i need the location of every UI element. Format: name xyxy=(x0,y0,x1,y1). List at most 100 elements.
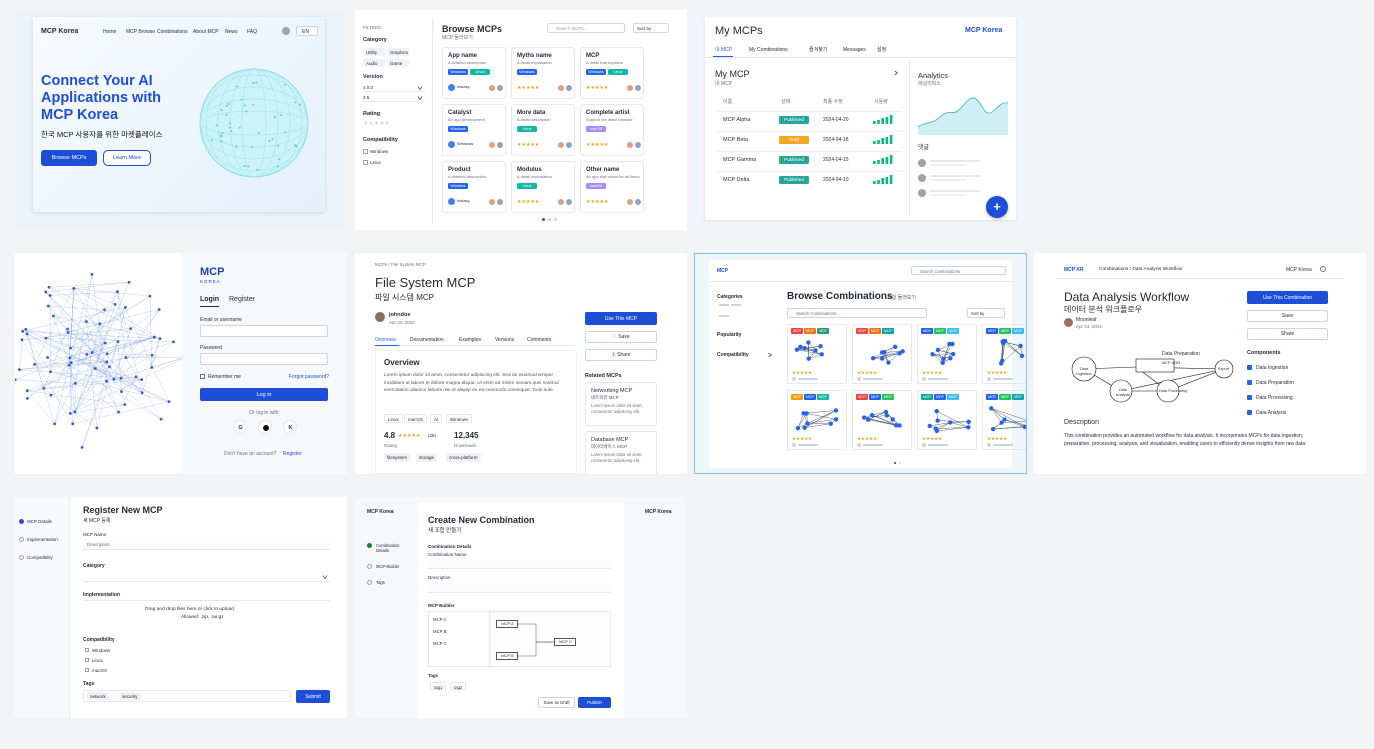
combination-card[interactable]: MCP MCP MCP ★★★★★ xyxy=(852,390,912,450)
social-login-button[interactable] xyxy=(258,420,272,434)
component-name[interactable]: Data Preparation xyxy=(1256,380,1294,386)
tab[interactable]: My Combinations xyxy=(749,47,788,53)
tab[interactable]: 즐겨찾기 xyxy=(809,47,828,53)
language-select[interactable]: EN xyxy=(296,26,318,36)
password-input[interactable] xyxy=(200,353,328,365)
share-button[interactable]: ⇪ Share xyxy=(585,349,657,361)
mcp-list-item[interactable]: MCP C xyxy=(433,641,447,646)
use-combination-button[interactable]: Use This Combination xyxy=(1247,291,1328,304)
nav-link[interactable]: News xyxy=(225,29,238,35)
version-select[interactable]: 3.5 xyxy=(363,94,425,102)
combination-card[interactable]: MCP MCP MCP ★★★★★ xyxy=(787,324,847,384)
tab[interactable]: Documentation xyxy=(410,337,444,343)
category-chip[interactable]: Graphics xyxy=(387,48,409,56)
step-label[interactable]: Implementation xyxy=(27,537,58,542)
social-login-button[interactable]: G xyxy=(233,420,247,434)
register-tab[interactable]: Register xyxy=(229,296,256,303)
combination-card[interactable]: MCP MCP MCP ★★★★★ xyxy=(982,324,1026,384)
combination-card[interactable]: MCP MCP MCP ★★★★★ xyxy=(917,324,977,384)
component-name[interactable]: Data Processing xyxy=(1256,395,1293,401)
save-draft-button[interactable]: Save as Draft xyxy=(538,697,575,708)
tab[interactable]: Comments xyxy=(527,337,552,343)
top-search[interactable]: Search Combinations xyxy=(911,266,1006,275)
nav-link[interactable]: Combinations xyxy=(157,29,188,35)
nav-link[interactable]: About MCP xyxy=(193,29,219,35)
sidebar-heading[interactable]: Compatibility xyxy=(717,352,749,358)
mcp-card[interactable]: Modulus A detail explanation Linux ★★★★★ xyxy=(511,161,575,213)
save-button[interactable]: Save xyxy=(1247,310,1328,322)
sidebar-heading[interactable]: Categories xyxy=(717,294,743,300)
publish-button[interactable]: Publish xyxy=(578,697,611,708)
checkbox[interactable] xyxy=(85,658,89,662)
name-input[interactable]: Description xyxy=(83,540,330,550)
learn-more-button[interactable]: Learn More xyxy=(103,150,151,166)
mcp-list-item[interactable]: MCP B xyxy=(433,629,447,634)
login-button[interactable]: Log in xyxy=(200,388,328,401)
category-chip[interactable]: Utility xyxy=(363,48,385,56)
sidebar-heading[interactable]: Popularity xyxy=(717,332,742,338)
search-input[interactable]: Search MCPs... xyxy=(547,23,625,33)
category-chip[interactable]: Game xyxy=(387,59,409,67)
mcp-card[interactable]: Product A detailed description Windows Inst… xyxy=(442,161,506,213)
tags-input[interactable] xyxy=(83,690,291,702)
step-label[interactable]: Compatibility xyxy=(27,555,53,560)
tab[interactable]: Versions xyxy=(495,337,515,343)
tab[interactable]: 설정 xyxy=(877,47,887,53)
combination-card[interactable]: MCP MCP MCP ★★★★★ xyxy=(917,390,977,450)
mcp-card[interactable]: Other name An app that works for all time… xyxy=(580,161,644,213)
component-name[interactable]: Data Analysis xyxy=(1256,410,1287,416)
tab[interactable]: 내 MCP xyxy=(715,47,733,53)
browse-button[interactable]: Browse MCPs xyxy=(41,150,97,166)
theme-toggle[interactable] xyxy=(282,27,290,35)
related-card[interactable]: Networking MCP 네트워킹 MCP Lorem ipsum dolor … xyxy=(585,382,657,426)
combination-card[interactable]: MCP MCP MCP ★★★★★ xyxy=(852,324,912,384)
step-label[interactable]: Combination Details xyxy=(376,543,400,554)
mcp-card[interactable]: More data A detail description Linux ★★★★★ xyxy=(511,104,575,156)
builder-node[interactable]: MCP C xyxy=(554,638,576,646)
combination-card[interactable]: MCP MCP MCP ★★★★★ xyxy=(982,390,1026,450)
nav-link[interactable]: FAQ xyxy=(247,29,258,35)
tab[interactable]: Overview xyxy=(375,337,396,343)
mcp-card[interactable]: Myths name A detail explanation Windows ★★★… xyxy=(511,47,575,99)
checkbox[interactable] xyxy=(363,149,368,154)
pagination-dot[interactable] xyxy=(894,462,896,464)
share-button[interactable]: Share xyxy=(1247,328,1328,340)
step-label[interactable]: MCP Builder xyxy=(376,564,400,569)
checkbox[interactable] xyxy=(363,160,368,165)
tab[interactable]: Examples xyxy=(459,337,481,343)
checkbox[interactable] xyxy=(85,648,89,652)
add-button[interactable]: + xyxy=(986,196,1008,218)
register-link[interactable]: Register xyxy=(283,451,302,457)
tab[interactable]: Messages xyxy=(843,47,866,53)
step-label[interactable]: MCP Details xyxy=(27,519,52,524)
forgot-link[interactable]: Forgot password? xyxy=(289,374,330,380)
component-name[interactable]: Data Ingestion xyxy=(1256,365,1289,371)
builder-node[interactable]: MCP B xyxy=(496,652,518,660)
submit-button[interactable]: Submit xyxy=(296,690,330,703)
pagination-dot[interactable] xyxy=(548,218,551,221)
combination-card[interactable]: MCP MCP MCP ★★★★★ xyxy=(787,390,847,450)
mcp-card[interactable]: App name A detailed description Windows Lin… xyxy=(442,47,506,99)
user-icon[interactable] xyxy=(1320,266,1326,272)
social-login-button[interactable]: K xyxy=(283,420,297,434)
mcp-list-item[interactable]: MCP A xyxy=(433,617,447,622)
nav-link[interactable]: MCP Browse xyxy=(126,29,156,35)
nav-link[interactable]: Home xyxy=(103,29,117,35)
name-input[interactable] xyxy=(428,560,611,569)
related-card[interactable]: Database MCP 데이터베이스 MCP Lorem ipsum dolor … xyxy=(585,431,657,474)
search-input[interactable]: Search Combinations... xyxy=(787,308,927,318)
mcp-card[interactable]: Catalyst An app development Windows Windows xyxy=(442,104,506,156)
builder-node[interactable]: MCP A xyxy=(496,620,518,628)
pagination-dot[interactable] xyxy=(899,462,901,464)
version-select[interactable]: 4.0.0 xyxy=(363,84,425,92)
email-input[interactable] xyxy=(200,325,328,337)
sort-select[interactable]: Sort by xyxy=(633,23,669,33)
use-mcp-button[interactable]: Use This MCP xyxy=(585,312,657,325)
checkbox[interactable] xyxy=(85,668,89,672)
save-button[interactable]: ♡ Save xyxy=(585,331,657,343)
step-label[interactable]: Tags xyxy=(376,580,385,585)
sort-select[interactable]: Sort by xyxy=(967,308,1005,318)
pagination-dot[interactable] xyxy=(554,218,557,221)
pagination-dot[interactable] xyxy=(542,218,545,221)
login-tab[interactable]: Login xyxy=(200,296,220,303)
